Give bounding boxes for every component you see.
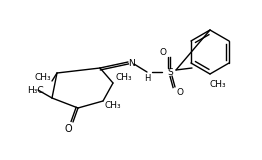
Text: O: O (64, 124, 72, 134)
Text: CH₃: CH₃ (105, 100, 121, 109)
Text: N: N (129, 59, 135, 68)
Text: O: O (160, 48, 166, 56)
Text: O: O (177, 88, 183, 96)
Text: H₃C: H₃C (27, 85, 44, 95)
Text: CH₃: CH₃ (35, 72, 51, 81)
Text: S: S (167, 68, 173, 76)
Text: H: H (144, 73, 150, 83)
Text: CH₃: CH₃ (210, 80, 226, 88)
Text: CH₃: CH₃ (116, 72, 132, 81)
